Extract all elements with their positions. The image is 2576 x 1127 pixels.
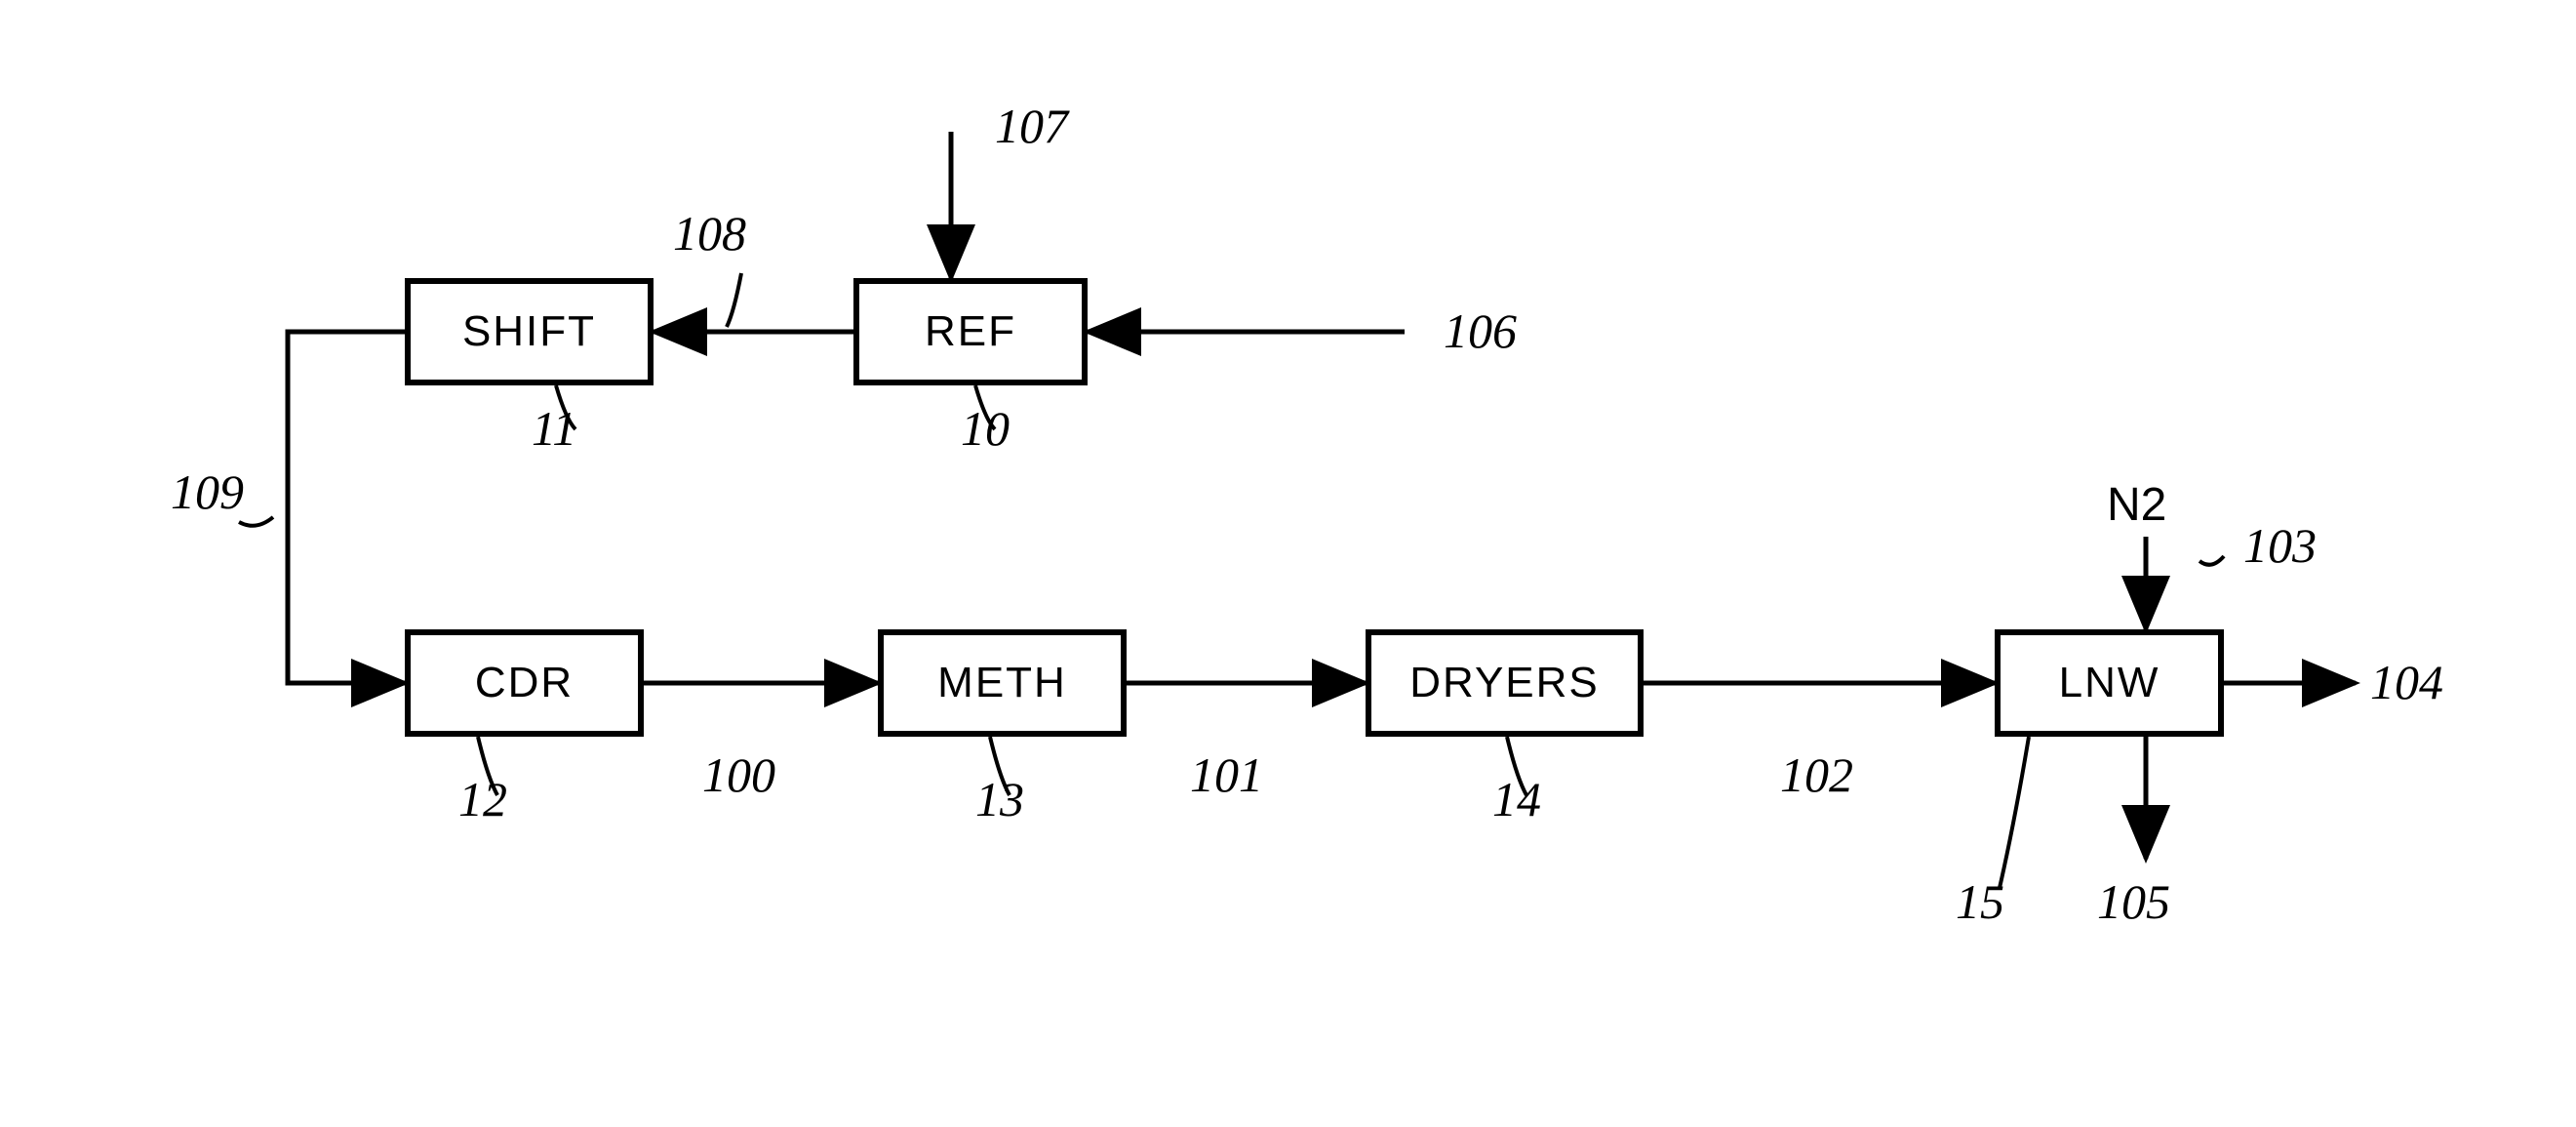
node-dryers: DRYERS	[1366, 629, 1644, 737]
diagram-edges-layer	[0, 0, 2576, 1127]
node-meth: METH	[878, 629, 1127, 737]
ref-label-14: 14	[1492, 771, 1541, 827]
node-cdr: CDR	[405, 629, 644, 737]
ref-label-108: 108	[673, 205, 746, 262]
ref-label-101: 101	[1190, 746, 1263, 803]
node-label-shift: SHIFT	[462, 307, 596, 356]
ref-label-104: 104	[2370, 654, 2443, 710]
node-label-meth: METH	[937, 659, 1067, 707]
leader-5	[2000, 737, 2029, 888]
leader-8	[2200, 556, 2224, 565]
leader-6	[727, 273, 741, 327]
node-ref: REF	[853, 278, 1088, 385]
ref-label-103: 103	[2243, 517, 2317, 574]
ref-label-102: 102	[1780, 746, 1853, 803]
ref-label-13: 13	[975, 771, 1024, 827]
ref-label-11: 11	[532, 400, 576, 457]
edge-e109	[288, 332, 405, 683]
node-label-dryers: DRYERS	[1409, 659, 1600, 707]
diagram-canvas: REF SHIFT CDR METH DRYERS LNW 107 108 106 10 11 10…	[0, 0, 2576, 1127]
ref-label-12: 12	[458, 771, 507, 827]
leader-7	[239, 517, 273, 526]
node-lnw: LNW	[1995, 629, 2224, 737]
ref-label-106: 106	[1444, 302, 1517, 359]
ref-label-15: 15	[1956, 873, 2004, 930]
node-shift: SHIFT	[405, 278, 654, 385]
ref-label-105: 105	[2097, 873, 2170, 930]
ref-label-107: 107	[995, 98, 1068, 154]
ref-label-100: 100	[702, 746, 775, 803]
node-label-ref: REF	[925, 307, 1016, 356]
ref-label-109: 109	[171, 463, 244, 520]
text-label-N2: N2	[2107, 478, 2166, 532]
ref-label-10: 10	[961, 400, 1010, 457]
node-label-lnw: LNW	[2059, 659, 2160, 707]
node-label-cdr: CDR	[475, 659, 574, 707]
